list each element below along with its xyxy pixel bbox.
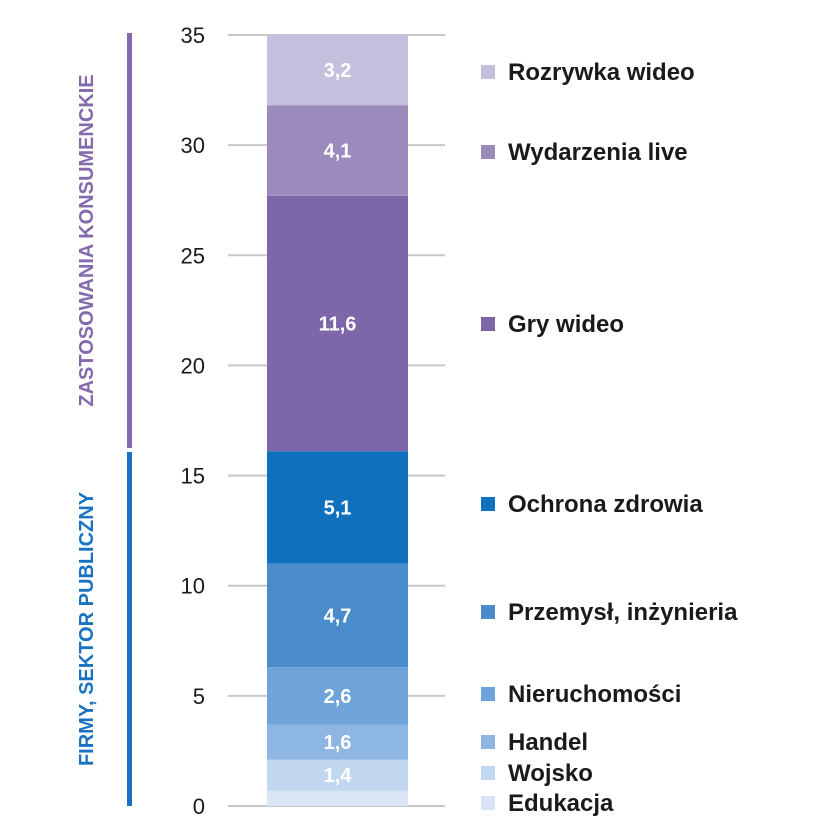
y-tick-label: 10 [181, 574, 205, 599]
bar-segment [267, 35, 408, 106]
legend-label: Handel [508, 729, 588, 756]
legend-label: Nieruchomości [508, 681, 681, 708]
segment-value-label: 4,1 [324, 141, 352, 163]
legend-label: Edukacja [508, 790, 614, 817]
legend: Edukacja Wojsko Handel Nieruchomości Przemys… [481, 59, 738, 817]
segment-value-label: 1,6 [324, 732, 352, 754]
segment-value-label: 3,2 [324, 60, 352, 82]
legend-swatch [481, 605, 495, 619]
legend-swatch [481, 497, 495, 511]
y-tick-label: 5 [193, 684, 205, 709]
segment-value-label: 4,7 [324, 605, 352, 627]
bar-segment [267, 105, 408, 196]
y-tick-label: 30 [181, 133, 205, 158]
segment-value-label: 1,4 [324, 765, 353, 787]
legend-label: Rozrywka wideo [508, 59, 695, 86]
group-bracket [127, 33, 132, 448]
y-axis-ticks: 0 5 10 15 20 25 30 35 [181, 23, 205, 819]
legend-swatch [481, 145, 495, 159]
segment-labels: 1,4 1,6 2,6 4,7 5,1 11,6 4,1 3,2 [319, 60, 357, 787]
legend-label: Wojsko [508, 760, 593, 787]
segment-value-label: 5,1 [324, 498, 352, 520]
legend-swatch [481, 766, 495, 780]
group-label: ZASTOSOWANIA KONSUMENCKIE [76, 74, 98, 406]
bar-segment [267, 790, 408, 806]
legend-label: Gry wideo [508, 311, 624, 338]
legend-label: Ochrona zdrowia [508, 491, 703, 518]
legend-swatch [481, 65, 495, 79]
bar-segment [267, 667, 408, 725]
bar-segment [267, 563, 408, 668]
y-tick-label: 0 [193, 794, 205, 819]
y-tick-label: 15 [181, 464, 205, 489]
group-label: FIRMY, SEKTOR PUBLICZNY [76, 491, 98, 766]
y-tick-label: 25 [181, 243, 205, 268]
group-bracket [127, 452, 132, 806]
legend-label: Wydarzenia live [508, 139, 688, 166]
segment-value-label: 2,6 [324, 686, 352, 708]
legend-swatch [481, 687, 495, 701]
segment-value-label: 11,6 [319, 314, 357, 336]
legend-swatch [481, 796, 495, 810]
bar-segment [267, 724, 408, 760]
legend-label: Przemysł, inżynieria [508, 599, 738, 626]
group-brackets: ZASTOSOWANIA KONSUMENCKIE FIRMY, SEKTOR P… [76, 33, 132, 806]
bar-segments [267, 35, 408, 806]
y-tick-label: 35 [181, 23, 205, 48]
bar-segment [267, 759, 408, 791]
bar-segment [267, 451, 408, 564]
legend-swatch [481, 317, 495, 331]
legend-swatch [481, 735, 495, 749]
y-tick-label: 20 [181, 353, 205, 378]
bar-segment [267, 195, 408, 452]
